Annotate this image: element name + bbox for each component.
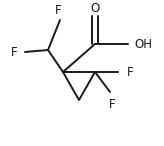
Text: F: F (109, 98, 115, 111)
Text: F: F (127, 66, 133, 79)
Text: F: F (11, 46, 17, 59)
Text: OH: OH (134, 38, 152, 51)
Text: F: F (55, 4, 61, 16)
Text: O: O (90, 1, 100, 14)
